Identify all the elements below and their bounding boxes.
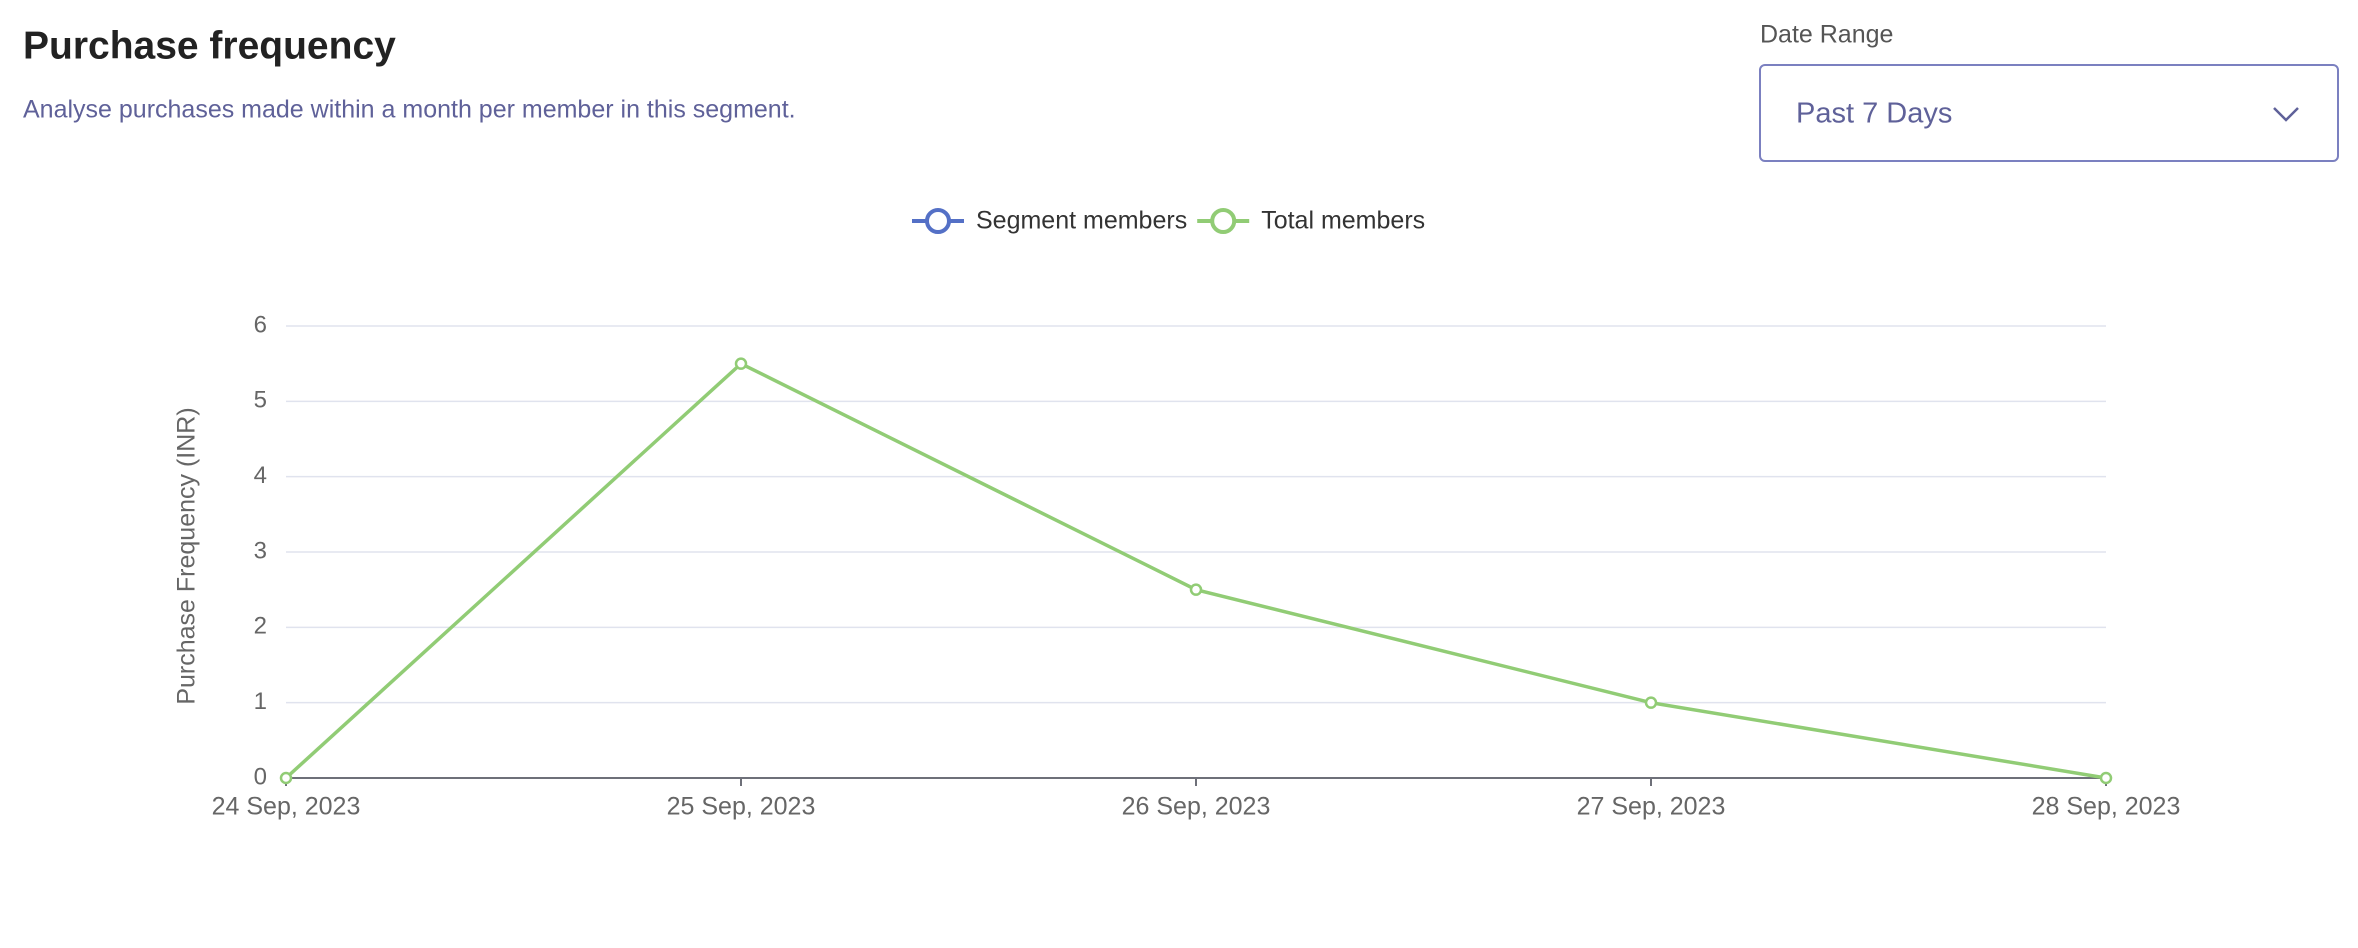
dropdown-value[interactable]: Past 7 Days	[1796, 98, 1952, 130]
legend-marker	[925, 208, 951, 234]
series-line	[284, 361, 2107, 780]
y-tick-label: 1	[254, 688, 267, 715]
x-tick-label: 24 Sep, 2023	[212, 793, 361, 821]
date-range-label: Date Range	[1760, 21, 1893, 49]
y-tick-label: 5	[254, 387, 267, 414]
dropdown-box[interactable]	[1759, 64, 2339, 162]
data-point	[279, 771, 293, 785]
data-point	[2099, 771, 2113, 785]
x-tick-label: 27 Sep, 2023	[1577, 793, 1726, 821]
legend-label: Segment members	[976, 207, 1187, 235]
y-tick-label: 3	[254, 537, 267, 564]
date-range-dropdown[interactable]: Past 7 Days	[1759, 64, 2339, 162]
data-point	[1644, 696, 1658, 709]
y-tick-label: 6	[254, 311, 267, 338]
x-tick-label: 25 Sep, 2023	[667, 793, 816, 821]
legend-marker	[1210, 208, 1237, 234]
y-axis-label: Purchase Frequency (INR)	[173, 407, 201, 704]
y-tick-label: 0	[254, 763, 267, 790]
legend-item: Segment members	[912, 207, 1187, 235]
x-tick-label: 28 Sep, 2023	[2032, 793, 2181, 821]
y-tick-label: 2	[254, 613, 267, 640]
title: Purchase frequency	[23, 24, 396, 67]
legend-item: Total members	[1197, 207, 1425, 235]
legend-label: Total members	[1261, 207, 1425, 235]
x-tick-label: 26 Sep, 2023	[1122, 793, 1271, 821]
subtitle: Analyse purchases made within a month pe…	[23, 96, 796, 124]
data-point	[1189, 583, 1203, 596]
data-point	[734, 357, 748, 370]
y-tick-label: 4	[254, 462, 267, 489]
chevron[interactable]	[2273, 107, 2299, 122]
